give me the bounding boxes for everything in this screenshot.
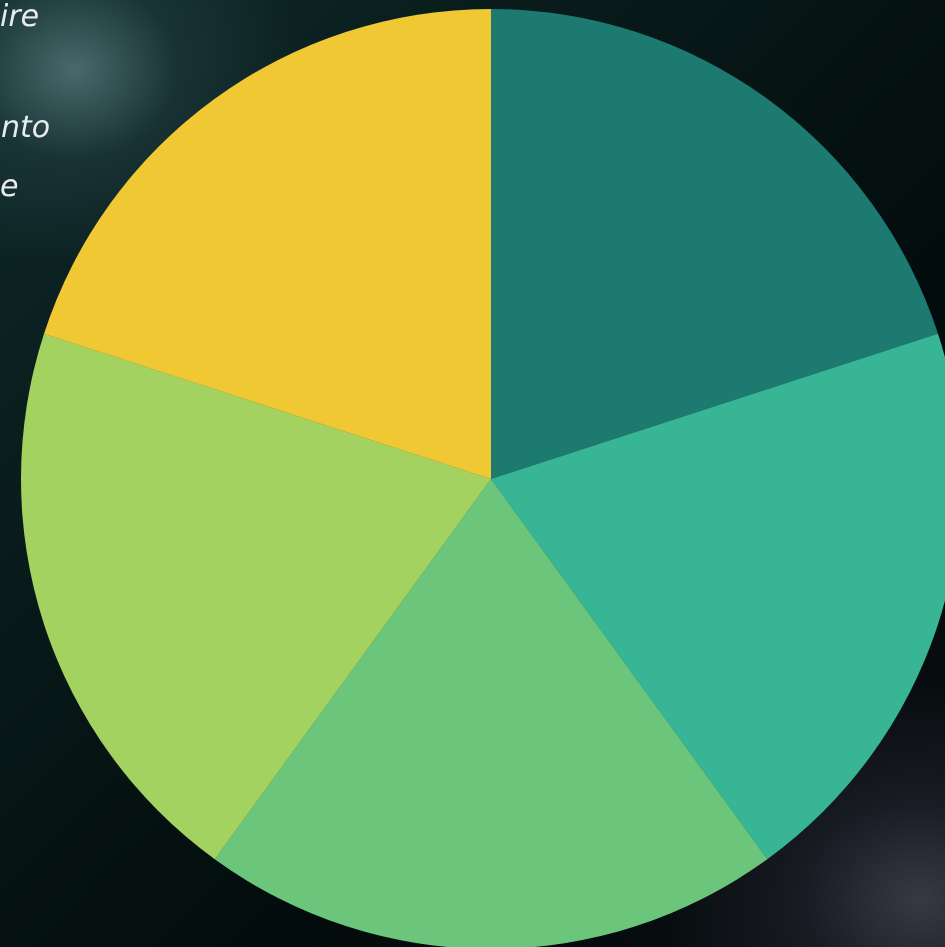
background-text-line-1: ire — [0, 0, 40, 34]
background-text-line-2: nto — [1, 110, 51, 145]
pie-slice-2 — [491, 333, 945, 860]
pie-slice-5 — [44, 9, 491, 479]
pie-slice-1 — [491, 9, 938, 479]
background-text-line-3-clip: e — [0, 168, 20, 208]
pie-slice-4 — [20, 333, 491, 860]
background-text-line-1-clip: ire — [0, 0, 62, 40]
background-text-line-2-clip: nto — [0, 108, 75, 148]
pie-slices — [20, 9, 945, 947]
background-text-line-3: e — [0, 169, 19, 204]
pie-slice-3 — [214, 479, 768, 947]
